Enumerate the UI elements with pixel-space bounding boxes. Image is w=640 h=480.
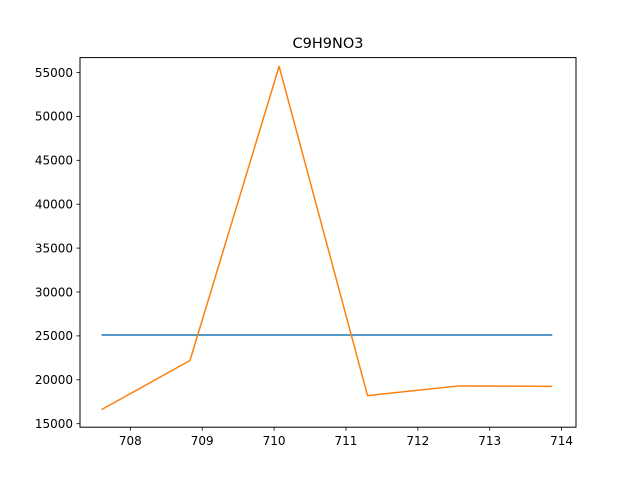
x-tick-label: 714 xyxy=(550,434,573,448)
x-tick-label: 708 xyxy=(119,434,142,448)
x-tick-label: 712 xyxy=(406,434,429,448)
y-tick-label: 45000 xyxy=(35,154,73,168)
y-tick-label: 15000 xyxy=(35,417,73,431)
series-2-line xyxy=(101,65,553,411)
chart-title: C9H9NO3 xyxy=(293,36,364,52)
x-tick-label: 711 xyxy=(335,434,358,448)
x-tick-label: 713 xyxy=(478,434,501,448)
y-axis: 15000 20000 25000 30000 35000 40000 45000 50000… xyxy=(35,66,80,431)
plot-marks xyxy=(101,65,553,411)
y-tick-label: 25000 xyxy=(35,329,73,343)
y-tick-label: 30000 xyxy=(35,285,73,299)
y-tick-label: 35000 xyxy=(35,241,73,255)
y-tick-label: 50000 xyxy=(35,110,73,124)
y-tick-label: 20000 xyxy=(35,373,73,387)
plot-frame xyxy=(79,57,577,428)
y-tick-label: 55000 xyxy=(35,66,73,80)
x-tick-label: 710 xyxy=(263,434,286,448)
y-tick-label: 40000 xyxy=(35,198,73,212)
x-tick-label: 709 xyxy=(191,434,214,448)
x-axis: 708 709 710 711 712 713 714 xyxy=(119,427,573,448)
